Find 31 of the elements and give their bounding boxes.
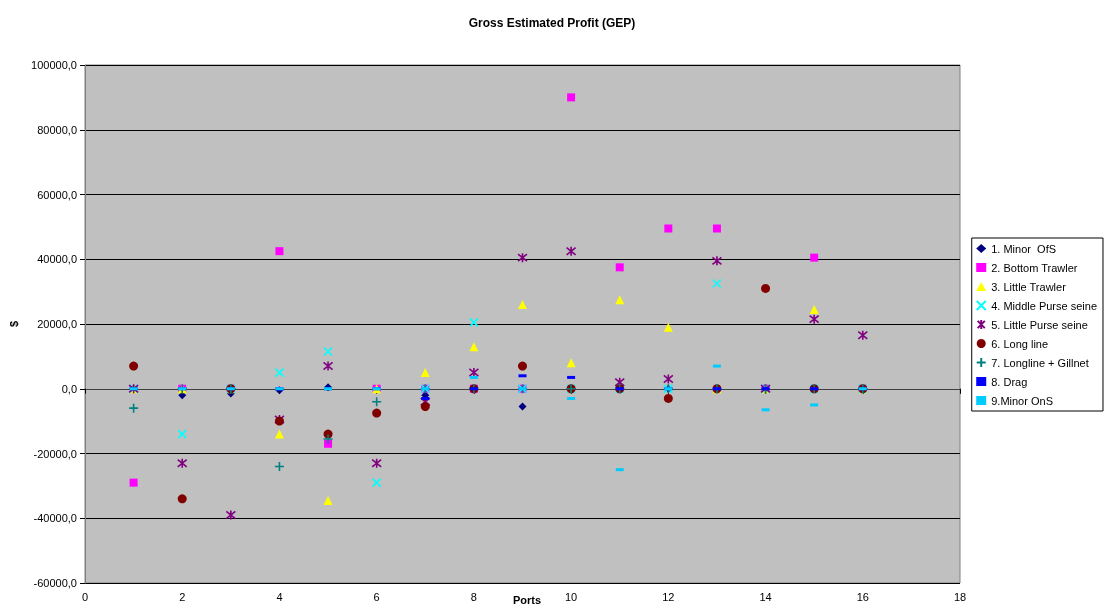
legend-label: 1. Minor OfS xyxy=(991,242,1057,255)
y-tick-label: -40000,0 xyxy=(33,512,77,525)
x-tick-label: 2 xyxy=(179,590,186,603)
y-tick-label: 40000,0 xyxy=(37,253,77,266)
x-tick-label: 10 xyxy=(564,590,578,603)
y-tick-label: 80000,0 xyxy=(37,123,77,136)
legend-label: 4. Middle Purse seine xyxy=(991,299,1097,312)
x-tick-label: 12 xyxy=(662,590,675,603)
x-tick-label: 6 xyxy=(373,590,380,603)
y-axis-title: $ xyxy=(7,320,20,328)
legend-label: 7. Longline + Gillnet xyxy=(991,356,1089,369)
x-tick-label: 16 xyxy=(856,590,869,603)
x-tick-label: 8 xyxy=(470,590,477,603)
y-tick-label: 20000,0 xyxy=(37,318,77,330)
legend-label: 5. Little Purse seine xyxy=(991,318,1088,331)
legend-label: 9.Minor OnS xyxy=(991,394,1053,407)
y-tick-label: 60000,0 xyxy=(37,188,77,201)
legend-label: 6. Long line xyxy=(991,337,1049,350)
y-tick-label: -20000,0 xyxy=(33,447,77,460)
x-tick-label: 0 xyxy=(81,590,89,603)
y-tick-label: -60000,0 xyxy=(33,577,77,589)
x-tick-label: 14 xyxy=(759,590,772,603)
chart-title: Gross Estimated Profit (GEP) xyxy=(468,16,636,30)
x-axis-title: Ports xyxy=(512,593,542,606)
x-tick-label: 18 xyxy=(953,590,967,603)
legend-label: 8. Drag xyxy=(991,375,1028,388)
legend-label: 3. Little Trawler xyxy=(991,280,1067,293)
legend-label: 2. Bottom Trawler xyxy=(991,261,1078,274)
y-tick-label: 0,0 xyxy=(61,382,77,395)
y-tick-label: 100000,0 xyxy=(31,59,77,71)
x-tick-label: 4 xyxy=(276,590,283,603)
